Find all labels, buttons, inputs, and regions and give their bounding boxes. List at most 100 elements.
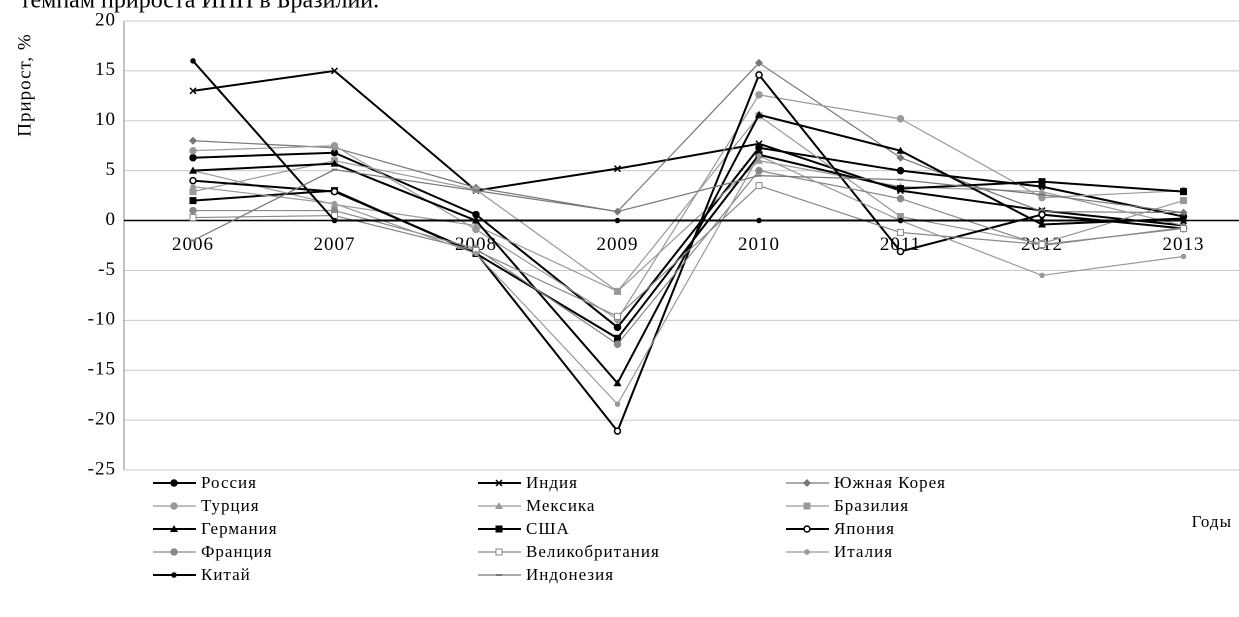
caption: темпам прироста ИПП в Бразилии. bbox=[20, 0, 379, 14]
legend-label: Россия bbox=[201, 473, 257, 492]
marker bbox=[189, 206, 197, 215]
legend-label: Индонезия bbox=[526, 565, 614, 584]
legend-marker bbox=[171, 572, 177, 578]
legend-label: США bbox=[526, 519, 570, 538]
marker bbox=[189, 136, 197, 145]
legend-label: Япония bbox=[834, 519, 895, 538]
marker bbox=[896, 166, 905, 175]
marker bbox=[755, 58, 763, 67]
marker bbox=[171, 572, 177, 578]
x-tick-label: 2013 bbox=[1163, 234, 1205, 255]
marker bbox=[755, 156, 763, 164]
y-tick-label: 20 bbox=[95, 9, 116, 30]
legend-label: Италия bbox=[834, 542, 893, 561]
line bbox=[192, 69, 1184, 227]
marker bbox=[1180, 217, 1187, 224]
line bbox=[192, 169, 1184, 242]
line bbox=[192, 62, 1184, 214]
y-tick-label: 10 bbox=[95, 109, 116, 130]
marker bbox=[331, 200, 338, 207]
line bbox=[192, 94, 1184, 321]
marker bbox=[1038, 220, 1046, 228]
marker bbox=[896, 146, 905, 154]
legend-marker bbox=[495, 502, 503, 509]
legend-label: Мексика bbox=[526, 496, 595, 515]
marker bbox=[614, 312, 621, 320]
marker bbox=[613, 323, 622, 332]
y-axis-label: Прирост, % bbox=[14, 33, 35, 137]
marker bbox=[756, 217, 762, 224]
legend-label: Великобритания bbox=[526, 542, 660, 561]
marker bbox=[189, 176, 197, 185]
x-tick-label: 2009 bbox=[597, 234, 639, 255]
x-tick-label: 2010 bbox=[738, 234, 780, 255]
legend-marker bbox=[804, 549, 810, 555]
marker bbox=[331, 217, 338, 224]
legend-marker bbox=[495, 479, 503, 487]
legend-marker bbox=[495, 548, 503, 556]
marker bbox=[897, 229, 904, 237]
legend-marker bbox=[803, 525, 811, 533]
marker bbox=[473, 217, 479, 224]
marker bbox=[473, 250, 479, 257]
series bbox=[190, 168, 1187, 242]
marker bbox=[1038, 178, 1046, 186]
marker bbox=[896, 153, 905, 162]
marker bbox=[755, 71, 763, 79]
marker bbox=[1038, 187, 1046, 195]
marker bbox=[897, 217, 904, 224]
marker bbox=[897, 185, 904, 193]
marker bbox=[330, 67, 339, 75]
y-tick-label: 15 bbox=[95, 59, 116, 80]
series bbox=[190, 58, 1187, 224]
marker bbox=[614, 217, 621, 224]
legend-label: Бразилия bbox=[834, 496, 909, 515]
marker bbox=[755, 110, 763, 118]
marker bbox=[472, 221, 480, 229]
marker bbox=[803, 502, 811, 510]
y-tick-label: -10 bbox=[88, 309, 116, 330]
series bbox=[189, 112, 1187, 295]
legend-marker bbox=[170, 502, 178, 510]
marker bbox=[755, 182, 763, 190]
marker bbox=[330, 159, 339, 167]
legend-marker bbox=[803, 502, 811, 510]
marker bbox=[614, 401, 621, 407]
marker bbox=[330, 187, 339, 196]
y-tick-label: -15 bbox=[88, 359, 116, 380]
marker bbox=[1039, 272, 1045, 279]
legend-label: Южная Корея bbox=[834, 473, 946, 492]
legend-label: Китай bbox=[201, 565, 251, 584]
legend-label: Германия bbox=[201, 519, 278, 538]
line bbox=[192, 60, 1184, 222]
marker bbox=[1180, 197, 1187, 205]
marker bbox=[755, 140, 763, 148]
marker bbox=[1038, 210, 1046, 219]
x-tick-label: 2006 bbox=[172, 234, 214, 255]
marker bbox=[189, 153, 197, 162]
marker bbox=[804, 549, 810, 555]
marker bbox=[170, 525, 178, 532]
marker bbox=[896, 115, 905, 123]
marker bbox=[189, 146, 197, 155]
legend-label: Турция bbox=[201, 496, 260, 515]
x-axis-label: Годы bbox=[1192, 512, 1232, 531]
y-tick-label: -5 bbox=[98, 259, 116, 280]
marker bbox=[189, 188, 197, 196]
marker bbox=[613, 165, 622, 173]
marker bbox=[613, 427, 622, 435]
marker bbox=[755, 166, 763, 175]
marker bbox=[1039, 217, 1045, 224]
marker bbox=[190, 58, 196, 64]
marker bbox=[170, 548, 178, 556]
marker bbox=[170, 502, 178, 510]
line bbox=[192, 160, 1184, 293]
legend-marker bbox=[803, 479, 811, 487]
y-tick-label: -20 bbox=[88, 408, 116, 429]
marker bbox=[495, 525, 503, 533]
marker bbox=[756, 152, 762, 159]
marker bbox=[495, 479, 503, 487]
marker bbox=[330, 141, 339, 150]
